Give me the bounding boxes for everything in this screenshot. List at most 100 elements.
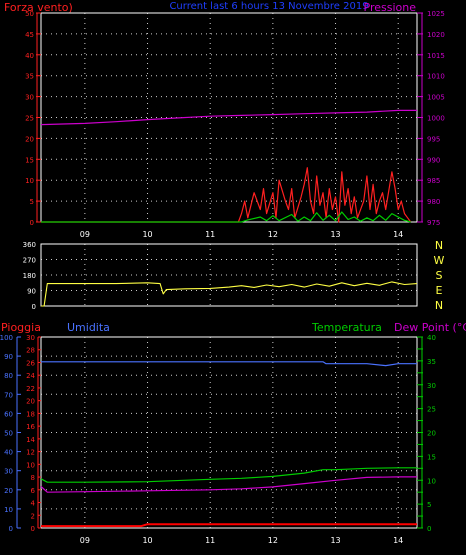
x-tick-label: 11 xyxy=(205,230,215,239)
y-rain-tick-label: 12 xyxy=(26,449,35,457)
humidity-label: Umidita xyxy=(67,321,110,334)
weather-panel: 09 10 11 12 13 140102030405060708090100024681… xyxy=(0,334,436,545)
chart-title: Current last 6 hours 13 Novembre 2019 xyxy=(169,1,368,12)
y-left-tick-label: 20 xyxy=(25,135,34,143)
rain-label: Pioggia xyxy=(1,321,41,334)
compass-label: E xyxy=(436,284,443,297)
x-tick-label: 14 xyxy=(393,230,403,239)
x-tick-label: 10 xyxy=(142,230,152,239)
y-temp-tick-label: 30 xyxy=(427,382,436,390)
header-left-label: Forza vento) xyxy=(4,1,73,14)
y-right-tick-label: 1020 xyxy=(427,31,445,39)
x-tick-label: 12 xyxy=(268,230,278,239)
y-right-tick-label: 975 xyxy=(427,219,440,227)
y-tick-label: 270 xyxy=(23,257,36,265)
wind-pressure-panel: 09 10 11 12 13 140510152025303540455097598098… xyxy=(25,10,445,239)
compass-label: S xyxy=(436,269,443,282)
y-rain-tick-label: 2 xyxy=(31,512,35,520)
y-left-tick-label: 40 xyxy=(25,52,34,60)
y-tick-label: 180 xyxy=(23,272,36,280)
compass-label: N xyxy=(435,239,443,252)
y-right-tick-label: 995 xyxy=(427,135,440,143)
pressure-line xyxy=(40,109,417,126)
y-rain-tick-label: 22 xyxy=(26,385,35,393)
x-tick-label: 13 xyxy=(330,230,340,239)
y-left-tick-label: 5 xyxy=(30,198,34,206)
direction-line xyxy=(41,281,418,307)
y-rain-tick-label: 0 xyxy=(31,525,35,533)
y-temp-tick-label: 20 xyxy=(427,430,436,438)
y-tick-label: 90 xyxy=(27,288,36,296)
y-tick-label: 360 xyxy=(23,241,36,249)
y-rain-tick-label: 30 xyxy=(26,334,35,342)
y-right-tick-label: 980 xyxy=(427,198,440,206)
y-temp-tick-label: 40 xyxy=(427,334,436,342)
y-left-tick-label: 30 xyxy=(25,94,34,102)
x-tick-label: 12 xyxy=(268,536,278,545)
x-tick-label: 13 xyxy=(330,536,340,545)
y-rain-tick-label: 6 xyxy=(31,487,36,495)
y-rain-tick-label: 14 xyxy=(26,436,35,444)
wind-line xyxy=(41,167,412,223)
rain-line xyxy=(41,523,417,528)
y-temp-tick-label: 25 xyxy=(427,406,436,414)
y-right-tick-label: 1025 xyxy=(427,10,445,18)
y-rain-tick-label: 8 xyxy=(31,474,35,482)
compass-label: N xyxy=(435,299,443,312)
y-temp-tick-label: 15 xyxy=(427,453,436,461)
y-rain-tick-label: 18 xyxy=(26,410,35,418)
y-temp-tick-label: 10 xyxy=(427,477,436,485)
y-humidity-tick-label: 30 xyxy=(4,468,13,476)
x-tick-label: 09 xyxy=(80,536,90,545)
dewpoint-line xyxy=(40,476,417,493)
y-rain-tick-label: 26 xyxy=(26,359,35,367)
y-humidity-tick-label: 20 xyxy=(4,487,13,495)
header-right-label: Pressione xyxy=(364,1,417,14)
y-rain-tick-label: 4 xyxy=(31,500,36,508)
y-rain-tick-label: 20 xyxy=(26,398,35,406)
y-rain-tick-label: 10 xyxy=(26,461,35,469)
x-tick-label: 10 xyxy=(142,536,152,545)
y-tick-label: 0 xyxy=(32,303,36,311)
x-tick-label: 14 xyxy=(393,536,403,545)
y-left-tick-label: 10 xyxy=(25,177,34,185)
y-humidity-tick-label: 60 xyxy=(4,410,13,418)
y-left-tick-label: 35 xyxy=(25,73,34,81)
y-left-tick-label: 0 xyxy=(30,219,34,227)
y-rain-tick-label: 28 xyxy=(26,347,35,355)
x-tick-label: 09 xyxy=(80,230,90,239)
y-humidity-tick-label: 70 xyxy=(4,391,13,399)
y-humidity-tick-label: 50 xyxy=(4,430,13,438)
y-right-tick-label: 1005 xyxy=(427,94,445,102)
gust-line xyxy=(41,211,411,223)
y-humidity-tick-label: 100 xyxy=(0,334,13,342)
y-right-tick-label: 1015 xyxy=(427,52,445,60)
temperature-label: Temperatura xyxy=(311,321,382,334)
y-humidity-tick-label: 40 xyxy=(4,449,13,457)
x-tick-label: 11 xyxy=(205,536,215,545)
y-left-tick-label: 25 xyxy=(25,115,34,123)
temperature-line xyxy=(40,467,417,483)
compass-label: W xyxy=(434,254,445,267)
y-temp-tick-label: 0 xyxy=(427,525,431,533)
y-humidity-tick-label: 80 xyxy=(4,372,13,380)
y-rain-tick-label: 16 xyxy=(26,423,35,431)
y-temp-tick-label: 35 xyxy=(427,358,436,366)
y-rain-tick-label: 24 xyxy=(26,372,35,380)
y-left-tick-label: 15 xyxy=(25,156,34,164)
y-right-tick-label: 1000 xyxy=(427,115,445,123)
y-right-tick-label: 985 xyxy=(427,177,440,185)
dewpoint-label: Dew Point (°C) xyxy=(394,321,466,334)
humidity-line xyxy=(41,361,417,367)
y-left-tick-label: 45 xyxy=(25,31,34,39)
y-humidity-tick-label: 0 xyxy=(9,525,13,533)
weather-panel-labels: Pioggia Umidita Temperatura Dew Point (°… xyxy=(1,321,466,334)
y-temp-tick-label: 5 xyxy=(427,501,431,509)
y-right-tick-label: 990 xyxy=(427,156,440,164)
y-left-tick-label: 50 xyxy=(25,10,34,18)
y-right-tick-label: 1010 xyxy=(427,73,445,81)
y-humidity-tick-label: 90 xyxy=(4,353,13,361)
